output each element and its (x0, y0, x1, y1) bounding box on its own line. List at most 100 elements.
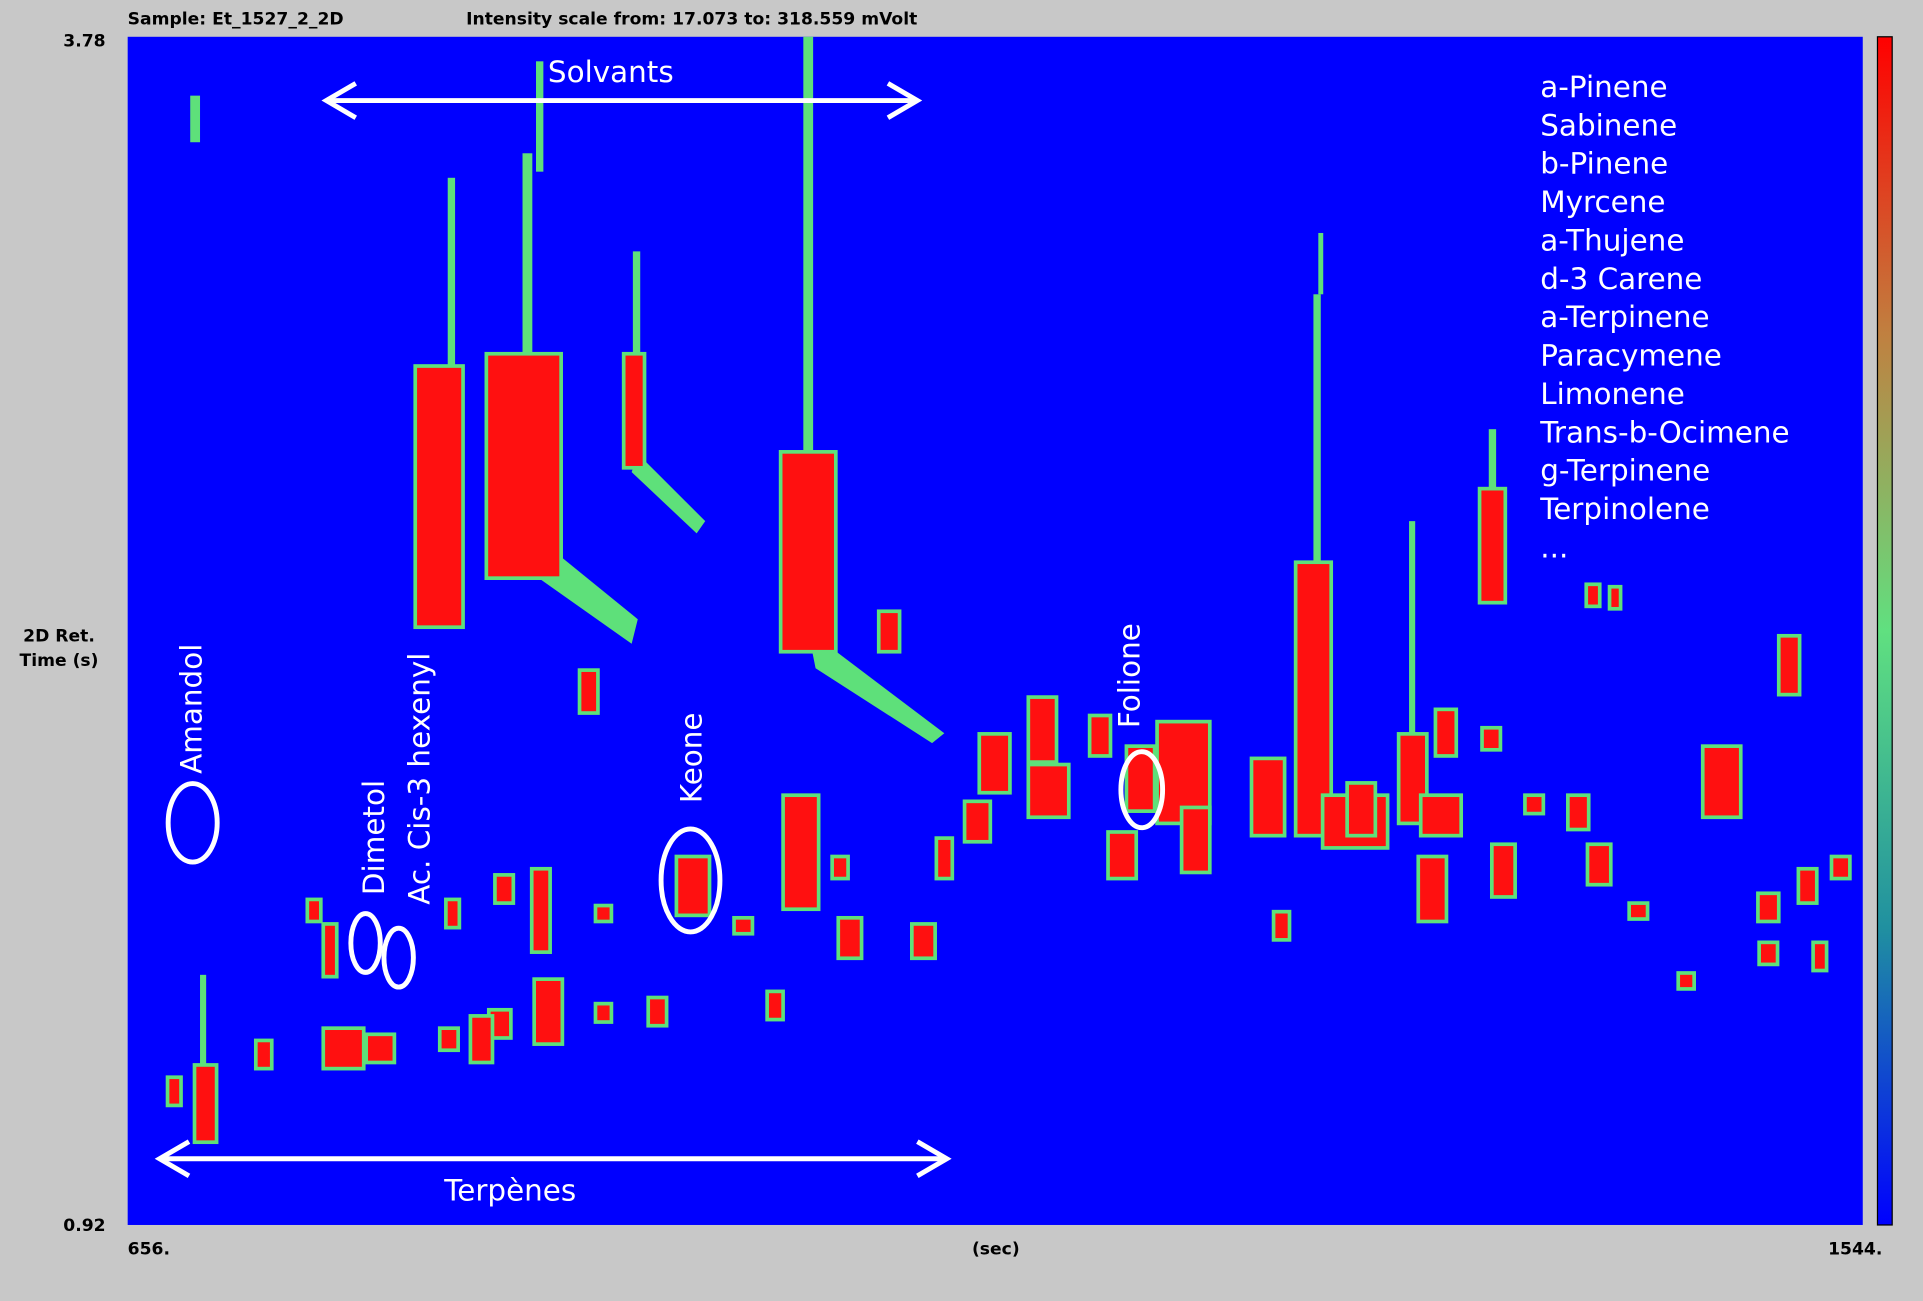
compound-name: a-Thujene (1540, 223, 1684, 257)
peak-core (1759, 895, 1777, 920)
peak-core (1569, 797, 1587, 828)
annotation: Keone (675, 712, 709, 803)
compound-name: ... (1540, 530, 1568, 564)
peak-core (533, 870, 549, 951)
peak-core (966, 803, 989, 840)
peak-core (1588, 586, 1598, 605)
peak-core (1704, 747, 1739, 816)
annotation: Terpènes (443, 1173, 576, 1207)
peak-tail (631, 453, 706, 534)
peak-core (625, 355, 643, 466)
peak-core (597, 907, 610, 920)
y-axis-label: 2D Ret. (23, 626, 95, 646)
peak-core (1631, 904, 1646, 918)
compound-name: a-Terpinene (1540, 300, 1709, 334)
peak-core (488, 355, 560, 577)
circle-marker (1118, 749, 1166, 831)
peak-core (597, 1005, 610, 1021)
peak-core (1589, 846, 1609, 883)
y-bottom-label: 0.92 (63, 1216, 105, 1236)
peak-streak (447, 177, 456, 387)
peak-core (1253, 760, 1283, 834)
peak-core (325, 1030, 362, 1067)
peak-core (1800, 870, 1815, 902)
peak-core (1814, 944, 1825, 969)
compound-name: Paracymene (1540, 339, 1722, 373)
peak-core (650, 999, 665, 1024)
peak-core (417, 367, 462, 626)
compound-name: b-Pinene (1540, 147, 1668, 181)
annotation: Solvants (548, 55, 674, 89)
colorbar (1876, 36, 1893, 1226)
peak-core (472, 1017, 491, 1061)
peak-core (938, 839, 951, 877)
peak-core (1275, 913, 1288, 939)
peak-streak (200, 974, 207, 1073)
x-left-label: 656. (128, 1239, 170, 1259)
x-axis-label: (sec) (972, 1239, 1020, 1259)
peak-core (1183, 809, 1208, 871)
peak-streak (522, 153, 533, 374)
peak-core (833, 858, 847, 877)
compound-name: Myrcene (1540, 185, 1665, 219)
plot-area (127, 36, 1863, 1225)
peak-core (768, 993, 782, 1018)
peak-core (169, 1079, 180, 1104)
sample-label: Sample: Et_1527_2_2D (128, 10, 344, 30)
peak-tail (809, 637, 945, 744)
peak-core (1493, 846, 1514, 896)
peak-streak (1409, 521, 1416, 742)
peak-core (1481, 490, 1504, 601)
peak-core (1030, 766, 1067, 816)
peak-core (496, 876, 512, 902)
peak-core (1780, 637, 1798, 693)
peak-core (447, 901, 458, 926)
peak-core (1420, 858, 1445, 920)
circle-marker (165, 781, 220, 865)
peak-core (325, 925, 335, 975)
peak-core (1422, 797, 1460, 834)
compound-name: a-Pinene (1540, 70, 1667, 104)
peak-core (913, 925, 934, 957)
peak-core (880, 613, 898, 650)
peak-core (1680, 974, 1693, 988)
peaks (165, 36, 1852, 1145)
compound-name: d-3 Carene (1540, 262, 1702, 296)
peak-core (441, 1030, 457, 1049)
intensity-label: Intensity scale from: 17.073 to: 318.559… (466, 10, 917, 30)
peak-streak (632, 251, 641, 362)
compound-name: g-Terpinene (1540, 454, 1710, 488)
compound-name: Limonene (1540, 377, 1685, 411)
y-axis-label: Time (s) (20, 651, 99, 671)
peak-core (1030, 698, 1055, 761)
arrow-head (321, 81, 357, 120)
peak-core (1091, 717, 1109, 755)
annotation: Folione (1112, 623, 1146, 728)
peak-core (368, 1036, 393, 1061)
compound-name: Sabinene (1540, 108, 1677, 142)
peak-core (1483, 729, 1499, 748)
peak-core (257, 1042, 270, 1067)
circle-marker (381, 925, 416, 990)
arrow-head (916, 1139, 952, 1179)
annotations: Solvants Terpènes Amandol Dimetol Ac. Ci… (154, 55, 1166, 1207)
peak-core (981, 735, 1009, 791)
peak-core (581, 671, 597, 712)
peak-streak (803, 36, 814, 479)
peak-core (1760, 944, 1776, 963)
x-right-label: 1544. (1828, 1239, 1882, 1259)
circle-marker (348, 911, 383, 975)
peak-core (1109, 833, 1135, 877)
peak-core (1833, 858, 1849, 877)
peak-streak (1488, 429, 1497, 503)
peak-core (784, 797, 817, 908)
peak-core (678, 858, 708, 914)
annotation: Amandol (174, 644, 208, 774)
annotation: Dimetol (357, 780, 391, 895)
peak-core (309, 901, 319, 920)
compound-name: Terpinolene (1539, 492, 1710, 526)
peak-core (536, 980, 561, 1043)
compound-name: Trans-b-Ocimene (1539, 415, 1789, 449)
